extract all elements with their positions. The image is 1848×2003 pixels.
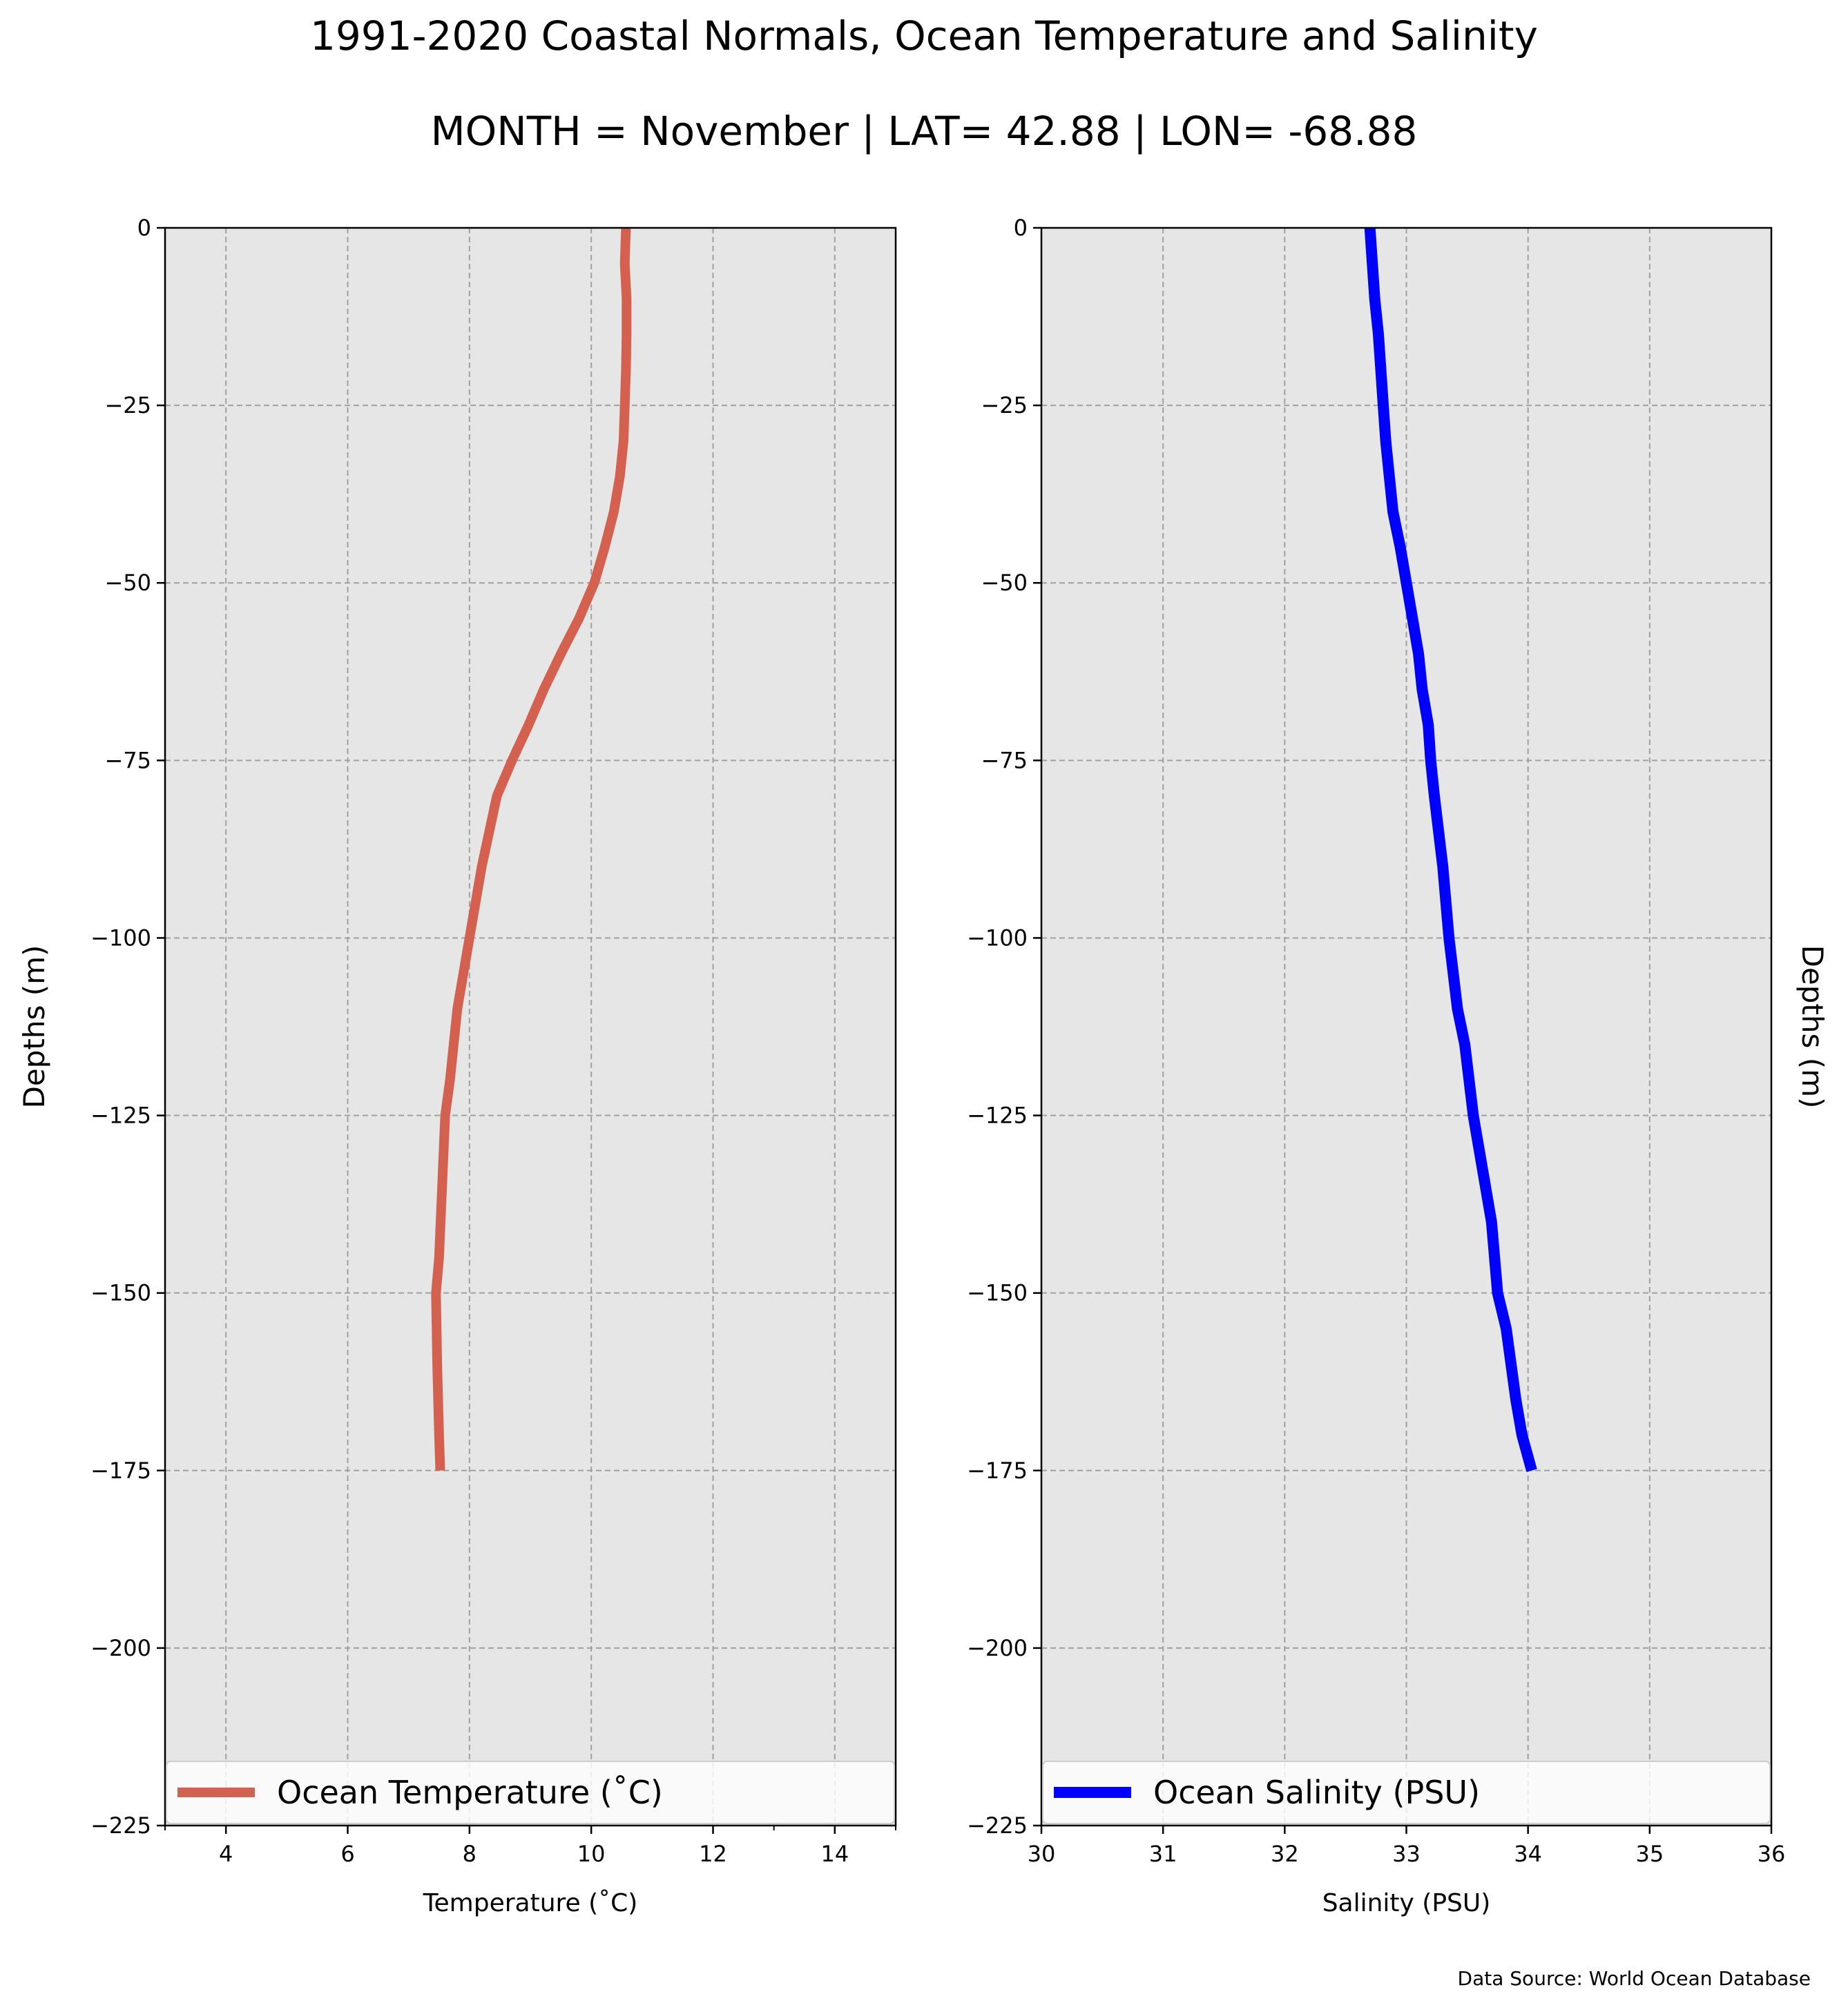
temperature-y-tick-label: −50 <box>104 570 151 596</box>
temperature-x-tick-label: 10 <box>577 1841 606 1867</box>
salinity-legend-box <box>1042 1761 1771 1824</box>
temperature-panel: 4 6 8 10 12 14 0 −25 −50 −75 −100 −125 −150 −175 −200 −… <box>17 215 897 1917</box>
salinity-y-tick-label: 0 <box>1014 215 1028 241</box>
salinity-y-tick-label: −200 <box>967 1635 1028 1661</box>
salinity-y-tick-label: −125 <box>967 1103 1028 1129</box>
salinity-x-tick-label: 34 <box>1514 1841 1542 1867</box>
salinity-series-line <box>1364 227 1537 1472</box>
temperature-series-line <box>431 227 632 1471</box>
salinity-x-tick-label: 33 <box>1392 1841 1421 1867</box>
temperature-legend: Ocean Temperature (˚C) <box>166 1761 895 1824</box>
salinity-y-tick-label: −50 <box>981 570 1028 596</box>
salinity-x-tick-label: 36 <box>1758 1841 1786 1867</box>
salinity-y-tick-label: −150 <box>967 1280 1028 1306</box>
data-source: Data Source: World Ocean Database <box>1458 1967 1811 1990</box>
temperature-x-tick-label: 14 <box>820 1841 849 1867</box>
temperature-y-tick-label: 0 <box>137 215 151 241</box>
temperature-y-tick-label: −75 <box>104 747 151 773</box>
temperature-legend-box <box>166 1761 895 1824</box>
temperature-y-tick-label: −100 <box>90 925 151 951</box>
temperature-x-tick-label: 6 <box>340 1841 354 1867</box>
salinity-x-tick-label: 31 <box>1149 1841 1177 1867</box>
temperature-y-axis-label: Depths (m) <box>17 945 51 1109</box>
salinity-y-tick-label: −100 <box>967 925 1028 951</box>
temperature-plot-area <box>165 228 896 1826</box>
salinity-y-tick-label: −75 <box>981 747 1028 773</box>
salinity-x-tick-label: 30 <box>1028 1841 1056 1867</box>
temperature-x-tick-label: 4 <box>219 1841 233 1867</box>
salinity-legend: Ocean Salinity (PSU) <box>1042 1761 1771 1824</box>
temperature-axes-frame <box>164 226 897 1827</box>
temperature-y-tick-label: −150 <box>90 1280 151 1306</box>
temperature-x-axis-label: Temperature (˚C) <box>423 1889 638 1917</box>
temperature-legend-label: Ocean Temperature (˚C) <box>277 1774 663 1811</box>
salinity-panel: 30 31 32 33 34 35 36 0 −25 −50 −75 −100 −125 −150 −175… <box>967 215 1829 1917</box>
salinity-x-tick-label: 32 <box>1271 1841 1299 1867</box>
chart-subtitle: MONTH = November | LAT= 42.88 | LON= -68… <box>431 108 1418 155</box>
chart-title: 1991-2020 Coastal Normals, Ocean Tempera… <box>310 12 1538 59</box>
temperature-y-tick-label: −125 <box>90 1103 151 1129</box>
salinity-y-tick-label: −25 <box>981 392 1028 418</box>
temperature-y-tick-label: −25 <box>104 392 151 418</box>
temperature-x-tick-label: 12 <box>699 1841 727 1867</box>
temperature-y-tick-label: −225 <box>90 1812 151 1839</box>
salinity-x-axis-label: Salinity (PSU) <box>1322 1889 1491 1917</box>
temperature-y-tick-label: −200 <box>90 1635 151 1661</box>
salinity-x-tick-label: 35 <box>1635 1841 1664 1867</box>
temperature-x-tick-label: 8 <box>463 1841 477 1867</box>
salinity-y-tick-label: −175 <box>967 1458 1028 1484</box>
temperature-y-tick-label: −175 <box>90 1458 151 1484</box>
salinity-legend-label: Ocean Salinity (PSU) <box>1153 1774 1480 1811</box>
salinity-y-axis-label: Depths (m) <box>1796 945 1829 1109</box>
salinity-y-tick-label: −225 <box>967 1812 1028 1839</box>
